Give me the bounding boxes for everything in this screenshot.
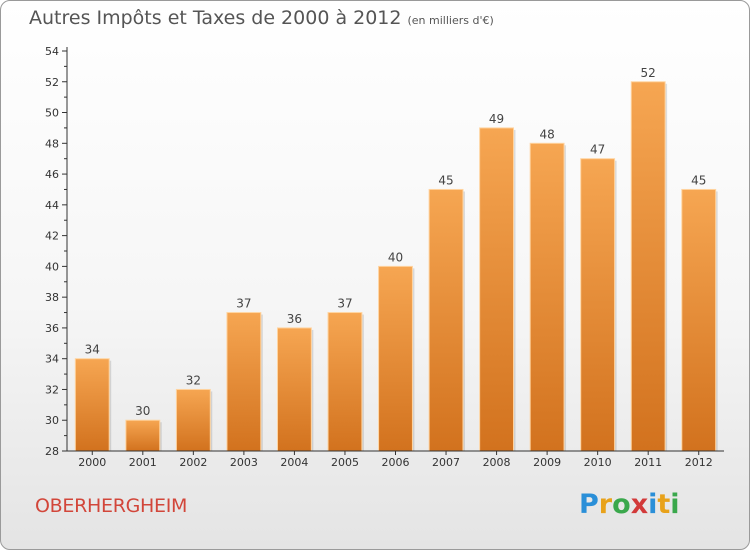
bar bbox=[74, 358, 110, 452]
x-tick-label: 2005 bbox=[331, 456, 359, 469]
data-label: 49 bbox=[489, 112, 504, 126]
y-tick-label: 32 bbox=[45, 383, 59, 396]
bar bbox=[681, 188, 717, 452]
y-tick-label: 52 bbox=[45, 76, 59, 89]
logo-letter: o bbox=[612, 489, 631, 520]
x-tick-label: 2010 bbox=[584, 456, 612, 469]
x-tick-label: 2000 bbox=[78, 456, 106, 469]
x-tick-label: 2003 bbox=[230, 456, 258, 469]
logo-letter: t bbox=[657, 489, 671, 520]
chart-title: Autres Impôts et Taxes de 2000 à 2012 (en… bbox=[29, 7, 494, 29]
y-tick-label: 54 bbox=[45, 45, 59, 58]
data-label: 40 bbox=[388, 250, 403, 264]
x-tick-label: 2001 bbox=[129, 456, 157, 469]
data-label: 30 bbox=[135, 404, 150, 418]
y-tick-label: 44 bbox=[45, 199, 59, 212]
x-tick-label: 2004 bbox=[280, 456, 308, 469]
logo-letter: i bbox=[648, 489, 658, 520]
bar bbox=[479, 127, 515, 452]
bar bbox=[529, 142, 565, 452]
bar bbox=[226, 312, 262, 452]
logo-letter: i bbox=[670, 489, 680, 520]
y-tick-label: 42 bbox=[45, 230, 59, 243]
data-label: 34 bbox=[85, 343, 100, 357]
x-tick-label: 2011 bbox=[634, 456, 662, 469]
bar bbox=[428, 188, 464, 452]
data-label: 37 bbox=[236, 297, 251, 311]
y-tick-label: 36 bbox=[45, 322, 59, 335]
x-tick-label: 2012 bbox=[685, 456, 713, 469]
bar bbox=[125, 419, 161, 452]
y-tick-label: 34 bbox=[45, 353, 59, 366]
y-tick-label: 28 bbox=[45, 445, 59, 458]
y-tick-label: 46 bbox=[45, 168, 59, 181]
x-tick-label: 2007 bbox=[432, 456, 460, 469]
y-tick-label: 30 bbox=[45, 414, 59, 427]
data-label: 48 bbox=[539, 127, 554, 141]
bar bbox=[378, 265, 413, 452]
x-tick-label: 2008 bbox=[483, 456, 511, 469]
data-label: 45 bbox=[691, 173, 706, 187]
x-tick-label: 2002 bbox=[179, 456, 207, 469]
y-tick-label: 50 bbox=[45, 107, 59, 120]
data-label: 32 bbox=[186, 373, 201, 387]
bar bbox=[580, 158, 616, 452]
x-tick-label: 2006 bbox=[382, 456, 410, 469]
data-label: 52 bbox=[641, 66, 656, 80]
proxiti-logo: Proxiti bbox=[579, 489, 680, 520]
bar bbox=[175, 388, 211, 452]
y-tick-label: 40 bbox=[45, 260, 59, 273]
chart-title-text: Autres Impôts et Taxes de 2000 à 2012 bbox=[29, 7, 402, 29]
chart-subtitle: (en milliers d'€) bbox=[407, 14, 494, 27]
data-label: 37 bbox=[337, 297, 352, 311]
commune-name: OBERHERGHEIM bbox=[35, 495, 188, 517]
x-tick-label: 2009 bbox=[533, 456, 561, 469]
logo-letter: r bbox=[598, 489, 613, 520]
bar bbox=[630, 81, 666, 452]
y-tick-label: 48 bbox=[45, 137, 59, 150]
logo-letter: x bbox=[630, 489, 649, 520]
data-label: 45 bbox=[438, 173, 453, 187]
logo-letter: P bbox=[579, 489, 599, 520]
data-label: 47 bbox=[590, 143, 605, 157]
y-tick-label: 38 bbox=[45, 291, 59, 304]
data-label: 36 bbox=[287, 312, 302, 326]
bar bbox=[276, 327, 312, 452]
bar bbox=[327, 312, 363, 452]
